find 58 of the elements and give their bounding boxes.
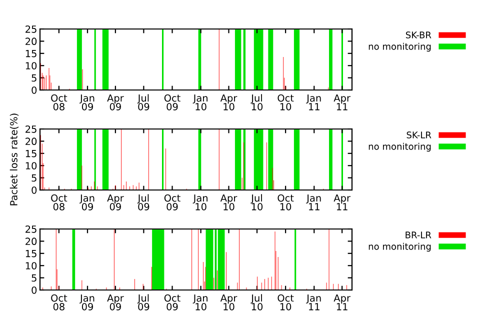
x-tick-label: Jul 10 bbox=[250, 94, 263, 110]
x-tick-label: Oct 09 bbox=[164, 94, 180, 110]
x-tick-label: Jul 09 bbox=[137, 194, 150, 210]
y-tick-label: 20 bbox=[26, 38, 37, 46]
y-axis-title: Packet loss rate(%) bbox=[10, 114, 19, 206]
y-tick-label: 15 bbox=[26, 250, 36, 258]
x-tick-label: Jul 10 bbox=[250, 194, 263, 210]
x-tick-label: Oct 09 bbox=[164, 194, 180, 210]
x-tick-label: Jan 10 bbox=[192, 194, 208, 210]
x-tick-label: Oct 10 bbox=[278, 94, 294, 110]
y-tick-label: 0 bbox=[32, 286, 37, 294]
x-tick-label: Apr 11 bbox=[334, 294, 350, 310]
x-tick-label: Apr 09 bbox=[107, 294, 124, 310]
x-tick-label: Apr 11 bbox=[334, 194, 350, 210]
y-tick-label: 5 bbox=[32, 174, 36, 182]
x-tick-label: Jul 10 bbox=[250, 294, 263, 310]
x-tick-label: Jan 09 bbox=[80, 94, 94, 110]
legend-label: no monitoring bbox=[368, 42, 431, 52]
x-tick-label: Oct 09 bbox=[164, 294, 180, 310]
y-tick-label: 0 bbox=[32, 86, 37, 94]
x-tick-label: Jan 11 bbox=[306, 194, 321, 210]
y-tick-label: 25 bbox=[26, 25, 36, 33]
legend-label: BR-LR bbox=[406, 232, 432, 238]
y-tick-label: 0 bbox=[32, 186, 37, 194]
x-tick-label: Jan 11 bbox=[306, 294, 321, 310]
text: SK-LR bbox=[406, 132, 432, 138]
x-tick-label: Apr 09 bbox=[107, 94, 124, 110]
y-tick-label: 5 bbox=[32, 274, 36, 282]
x-tick-label: Oct 08 bbox=[51, 194, 68, 210]
legend-label: no monitoring bbox=[368, 242, 431, 252]
y-tick-label: 20 bbox=[26, 138, 37, 146]
y-tick-label: 10 bbox=[26, 162, 37, 170]
y-tick-label: 25 bbox=[26, 225, 36, 233]
x-tick-label: Jan 10 bbox=[192, 94, 208, 110]
x-tick-label: Apr 10 bbox=[220, 294, 238, 310]
x-tick-label: Jan 11 bbox=[306, 94, 321, 110]
y-tick-label: 10 bbox=[26, 62, 37, 70]
x-tick-label: Jul 09 bbox=[137, 294, 150, 310]
x-tick-label: Apr 10 bbox=[220, 94, 238, 110]
x-tick-label: Oct 08 bbox=[51, 94, 68, 110]
y-tick-label: 5 bbox=[32, 74, 36, 82]
x-tick-label: Jan 09 bbox=[80, 194, 94, 210]
y-tick-label: 10 bbox=[26, 262, 37, 270]
x-tick-label: Apr 09 bbox=[107, 194, 124, 210]
x-tick-label: Apr 10 bbox=[220, 194, 238, 210]
x-tick-label: Jan 09 bbox=[80, 294, 94, 310]
y-tick-label: 25 bbox=[26, 125, 36, 133]
x-tick-label: Oct 10 bbox=[278, 294, 294, 310]
text: no monitoring bbox=[368, 142, 431, 152]
x-tick-label: Jul 09 bbox=[137, 94, 150, 110]
y-tick-label: 15 bbox=[26, 150, 36, 158]
y-tick-label: 20 bbox=[26, 238, 37, 246]
legend-label: SK-BR bbox=[406, 32, 432, 38]
y-tick-label: 15 bbox=[26, 50, 36, 58]
x-tick-label: Jan 10 bbox=[192, 294, 208, 310]
x-tick-label: Oct 10 bbox=[278, 194, 294, 210]
x-tick-label: Apr 11 bbox=[334, 94, 350, 110]
x-tick-label: Oct 08 bbox=[51, 294, 68, 310]
